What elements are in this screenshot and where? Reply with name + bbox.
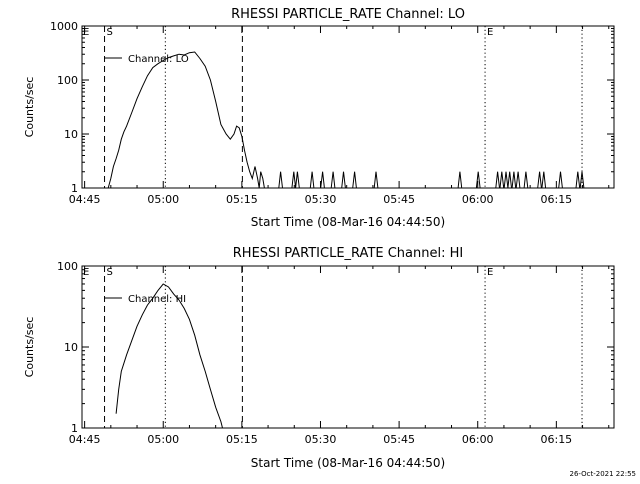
chart-0-spike bbox=[523, 171, 529, 189]
chart-0-title: RHESSI PARTICLE_RATE Channel: LO bbox=[231, 7, 465, 22]
chart-1-xtick-label: 06:00 bbox=[462, 433, 494, 446]
chart-1-xtick-label: 05:00 bbox=[147, 433, 179, 446]
chart-0-spike bbox=[558, 171, 563, 189]
chart-0-spike bbox=[291, 171, 297, 189]
footer-timestamp: 26-Oct-2021 22:55 bbox=[570, 470, 636, 478]
chart-0-spike bbox=[330, 171, 336, 189]
chart-0-xtick-label: 04:45 bbox=[69, 193, 101, 206]
chart-1-ytick-label: 1 bbox=[71, 422, 78, 435]
chart-0-spike bbox=[457, 171, 463, 189]
chart-0-spike bbox=[511, 171, 517, 189]
chart-1-xtick-label: 05:15 bbox=[226, 433, 258, 446]
chart-1-ytick-label: 10 bbox=[64, 341, 78, 354]
chart-1-marker-label: E bbox=[487, 267, 493, 278]
chart-0-spike bbox=[475, 171, 481, 189]
chart-0-xlabel: Start Time (08-Mar-16 04:44:50) bbox=[251, 215, 445, 229]
chart-0-spike bbox=[495, 171, 500, 189]
chart-1-edge-label: E bbox=[83, 267, 89, 278]
chart-1-xtick-label: 05:30 bbox=[305, 433, 337, 446]
chart-0-ytick-label: 10 bbox=[64, 128, 78, 141]
chart-1-title: RHESSI PARTICLE_RATE Channel: HI bbox=[233, 246, 463, 261]
chart-0-ylabel: Counts/sec bbox=[23, 77, 36, 138]
chart-0-spike bbox=[503, 171, 509, 189]
chart-0-xtick-label: 05:45 bbox=[383, 193, 415, 206]
chart-0-spike bbox=[537, 171, 542, 189]
chart-0-spike bbox=[278, 171, 283, 189]
chart-1-legend-label: Channel: HI bbox=[128, 294, 186, 305]
chart-0-spike bbox=[309, 171, 315, 189]
chart-0-spike bbox=[341, 171, 346, 189]
chart-0-spike bbox=[320, 171, 325, 189]
chart-1-series-line bbox=[115, 283, 223, 429]
chart-0-axes-frame bbox=[81, 25, 615, 189]
chart-1-xtick-label: 06:15 bbox=[540, 433, 572, 446]
chart-0-marker-label: S bbox=[107, 27, 113, 38]
chart-0-spike bbox=[515, 171, 521, 189]
chart-1-marker-label: S bbox=[107, 267, 113, 278]
chart-0-spike bbox=[352, 171, 357, 189]
chart-0-spike bbox=[541, 171, 547, 189]
chart-0-spike bbox=[575, 171, 581, 189]
chart-0-xtick-label: 05:00 bbox=[147, 193, 179, 206]
chart-0-xtick-label: 05:30 bbox=[305, 193, 337, 206]
chart-0-xtick-label: 06:00 bbox=[462, 193, 494, 206]
chart-0-ytick-label: 100 bbox=[57, 74, 78, 87]
chart-0-edge-label: E bbox=[83, 27, 89, 38]
chart-0-ytick-label: 1 bbox=[71, 182, 78, 195]
chart-0-ytick-label: 1000 bbox=[50, 20, 78, 33]
chart-0-xtick-label: 06:15 bbox=[540, 193, 572, 206]
chart-0-spike bbox=[373, 171, 379, 189]
chart-1-xtick-label: 05:45 bbox=[383, 433, 415, 446]
chart-0-series-line bbox=[107, 51, 265, 189]
chart-1-xtick-label: 04:45 bbox=[69, 433, 101, 446]
chart-0-marker-label: E bbox=[487, 27, 493, 38]
chart-1-ylabel: Counts/sec bbox=[23, 317, 36, 378]
chart-0-spike bbox=[295, 171, 300, 189]
chart-0-spike bbox=[499, 171, 505, 189]
chart-0-spike bbox=[507, 171, 512, 189]
chart-0-spike bbox=[579, 171, 585, 189]
chart-0-legend-label: Channel: LO bbox=[128, 54, 189, 65]
chart-1-ytick-label: 100 bbox=[57, 260, 78, 273]
chart-0-xtick-label: 05:15 bbox=[226, 193, 258, 206]
chart-1-xlabel: Start Time (08-Mar-16 04:44:50) bbox=[251, 456, 445, 470]
